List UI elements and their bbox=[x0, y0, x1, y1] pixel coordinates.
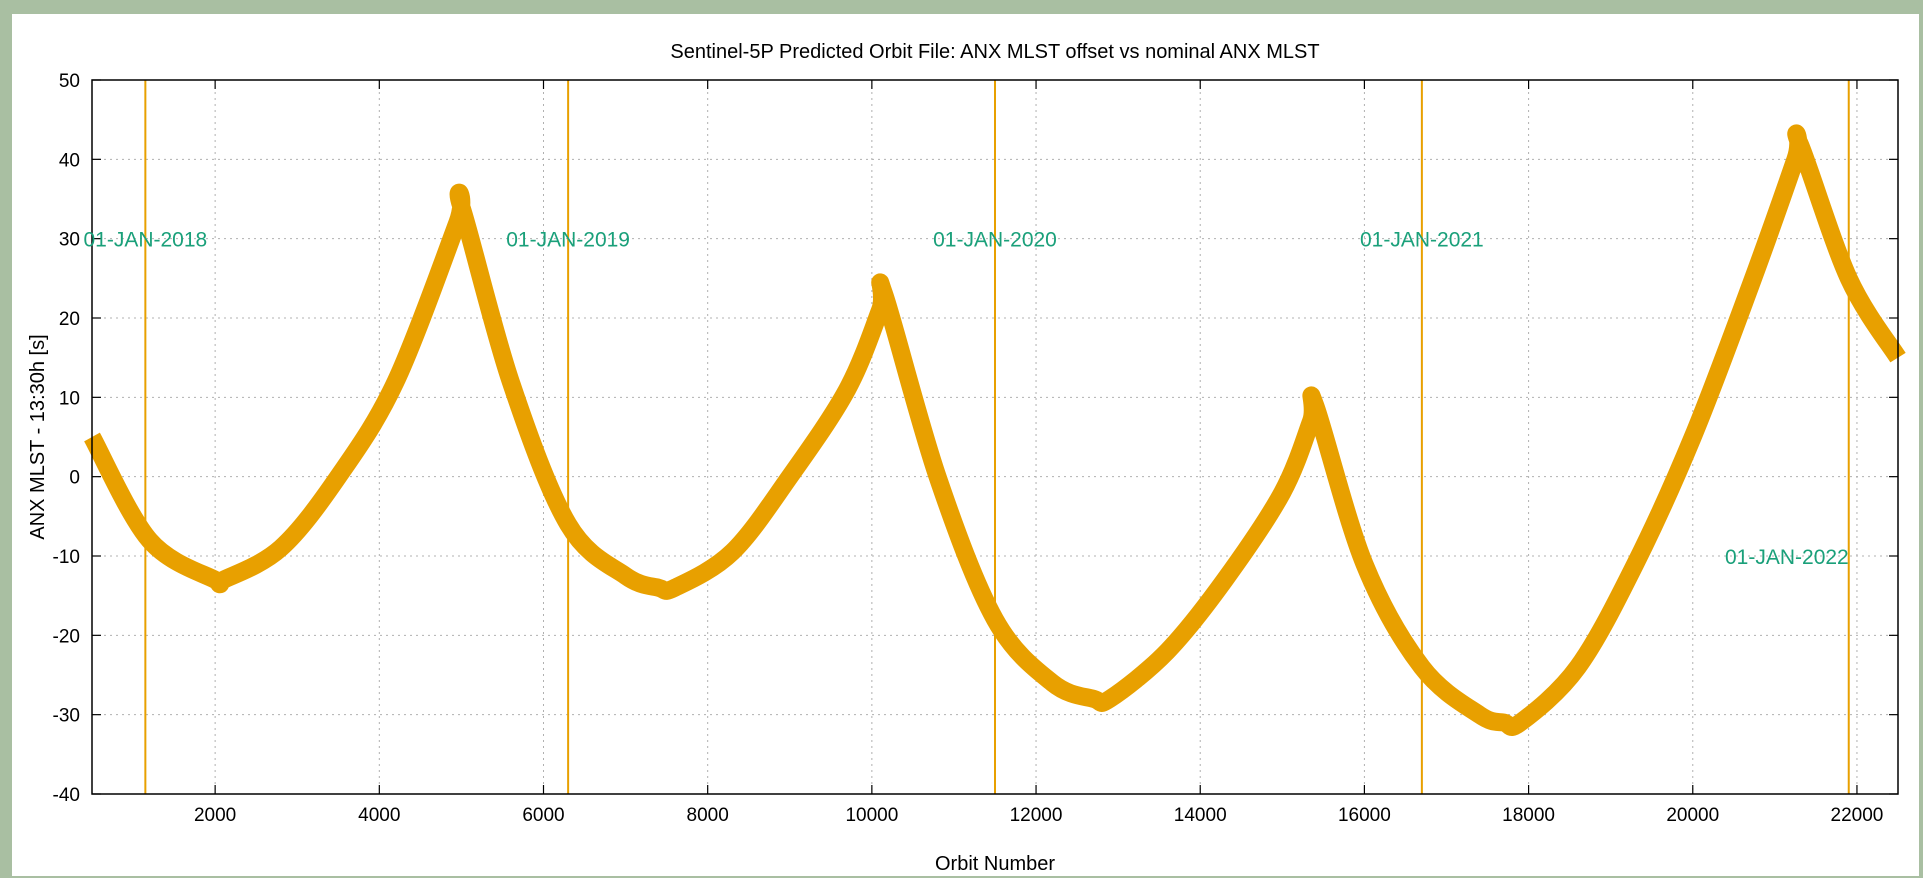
y-tick-label: -10 bbox=[53, 547, 80, 568]
y-tick-label: 30 bbox=[59, 230, 80, 251]
date-marker-labels: 01-JAN-2018 01-JAN-2019 01-JAN-2020 01-JAN-… bbox=[83, 229, 1848, 569]
plot-border bbox=[91, 79, 1899, 795]
date-marker-label: 01-JAN-2019 bbox=[506, 229, 630, 252]
y-tick-label: -20 bbox=[53, 626, 80, 647]
series-layer bbox=[84, 124, 1906, 736]
x-tick-label: 2000 bbox=[194, 805, 236, 826]
x-tick-label: 8000 bbox=[687, 805, 729, 826]
date-marker-label: 01-JAN-2021 bbox=[1360, 229, 1484, 252]
y-tick-label: 0 bbox=[69, 468, 80, 489]
x-tick-label: 4000 bbox=[358, 805, 400, 826]
chart-frame: 2000 4000 6000 8000 10000 12000 14000 16000 1800… bbox=[12, 14, 1919, 876]
orbit-chart: 2000 4000 6000 8000 10000 12000 14000 16000 1800… bbox=[27, 41, 1906, 875]
x-tick-label: 16000 bbox=[1338, 805, 1391, 826]
chart-title: Sentinel-5P Predicted Orbit File: ANX ML… bbox=[670, 41, 1319, 63]
date-marker-lines bbox=[144, 80, 1850, 794]
y-tick-label: 40 bbox=[59, 150, 80, 171]
y-tick-label: -30 bbox=[53, 706, 80, 727]
y-tick-label: 50 bbox=[59, 71, 80, 92]
x-tick-label: 22000 bbox=[1831, 805, 1884, 826]
date-marker-label: 01-JAN-2018 bbox=[83, 229, 207, 252]
y-tick-label: -40 bbox=[53, 785, 80, 806]
y-tick-label: 20 bbox=[59, 309, 80, 330]
series-line bbox=[84, 124, 1906, 736]
x-tick-label: 20000 bbox=[1666, 805, 1719, 826]
x-tick-label: 12000 bbox=[1010, 805, 1063, 826]
x-tick-label: 14000 bbox=[1174, 805, 1227, 826]
x-tick-label: 18000 bbox=[1502, 805, 1555, 826]
x-axis-label: Orbit Number bbox=[935, 853, 1055, 875]
y-axis-label: ANX MLST - 13:30h [s] bbox=[27, 334, 49, 539]
x-tick-label: 10000 bbox=[845, 805, 898, 826]
date-marker-label: 01-JAN-2020 bbox=[933, 229, 1057, 252]
y-tick-label: 10 bbox=[59, 388, 80, 409]
date-marker-label: 01-JAN-2022 bbox=[1725, 546, 1849, 569]
x-tick-label: 6000 bbox=[522, 805, 564, 826]
axis-ticks: 2000 4000 6000 8000 10000 12000 14000 16000 1800… bbox=[53, 71, 1898, 826]
